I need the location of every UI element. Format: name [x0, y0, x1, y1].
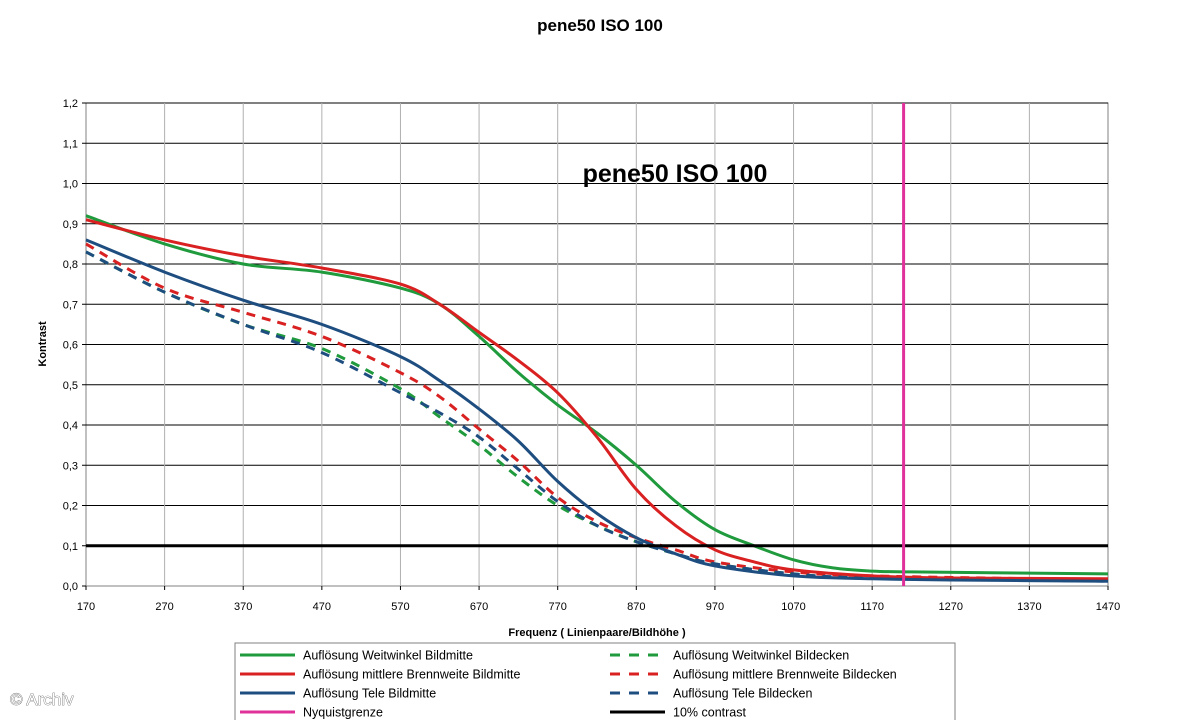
legend: Auflösung Weitwinkel Bildmitte Auflösung … [240, 649, 897, 720]
y-tick-label: 1,1 [63, 138, 78, 150]
x-tick-label: 1270 [939, 601, 963, 613]
y-tick-label: 0,0 [63, 581, 78, 593]
series-line-aufl-sung-mittlere-brennweite-bildecken [85, 242, 1109, 582]
x-tick-label: 170 [77, 601, 95, 613]
legend-box [234, 642, 956, 720]
y-tick-label: 0,5 [63, 380, 78, 392]
legend-label-10-contrast: 10% contrast [673, 706, 746, 720]
y-tick-label: 0,1 [63, 541, 78, 553]
y-axis: 0,0 0,1 0,2 0,3 0,4 0,5 0,6 0,7 0,8 0,9 1,0 1,1 1,2 [63, 98, 86, 593]
x-tick-label: 370 [234, 601, 252, 613]
watermark: © Archiv [10, 690, 74, 709]
legend-label-aufl-sung-mittlere-brennweite-bildmitte: Auflösung mittlere Brennweite Bildmitte [303, 668, 521, 682]
series-line-aufl-sung-tele-bildecken [85, 250, 1109, 583]
series-lines [85, 103, 1109, 586]
x-tick-label: 270 [155, 601, 173, 613]
x-axis: 170 270 370 470 570 670 770 870 970 1070 1170 1270 1… [77, 586, 1120, 613]
y-tick-label: 0,2 [63, 501, 78, 513]
x-tick-label: 770 [549, 601, 567, 613]
inner-title: pene50 ISO 100 [583, 160, 768, 188]
x-tick-label: 1170 [860, 601, 884, 613]
x-tick-label: 1070 [781, 601, 805, 613]
series-line-aufl-sung-mittlere-brennweite-bildmitte [85, 218, 1109, 581]
legend-label-aufl-sung-tele-bildecken: Auflösung Tele Bildecken [673, 687, 812, 701]
x-tick-label: 670 [470, 601, 488, 613]
legend-label-aufl-sung-weitwinkel-bildmitte: Auflösung Weitwinkel Bildmitte [303, 649, 473, 663]
y-tick-label: 0,8 [63, 259, 78, 271]
x-tick-label: 570 [391, 601, 409, 613]
legend-label-nyquistgrenze: Nyquistgrenze [303, 706, 383, 720]
series-line-aufl-sung-tele-bildmitte [85, 238, 1109, 583]
y-axis-label: Kontrast [37, 321, 49, 367]
x-tick-label: 1470 [1096, 601, 1120, 613]
legend-label-aufl-sung-weitwinkel-bildecken: Auflösung Weitwinkel Bildecken [673, 649, 849, 663]
x-axis-label: Frequenz ( Linienpaare/Bildhöhe ) [508, 627, 686, 639]
x-tick-label: 1370 [1017, 601, 1041, 613]
y-tick-label: 1,0 [63, 179, 78, 191]
y-tick-label: 0,7 [63, 299, 78, 311]
series-line-aufl-sung-weitwinkel-bildmitte [85, 214, 1109, 576]
chart-title: pene50 ISO 100 [537, 16, 663, 35]
legend-label-aufl-sung-mittlere-brennweite-bildecken: Auflösung mittlere Brennweite Bildecken [673, 668, 897, 682]
x-tick-label: 970 [706, 601, 724, 613]
y-tick-label: 0,4 [63, 420, 78, 432]
y-tick-label: 0,6 [63, 340, 78, 352]
legend-label-aufl-sung-tele-bildmitte: Auflösung Tele Bildmitte [303, 687, 436, 701]
y-tick-label: 0,9 [63, 219, 78, 231]
y-tick-label: 0,3 [63, 460, 78, 472]
x-tick-label: 470 [313, 601, 331, 613]
y-tick-label: 1,2 [63, 98, 78, 110]
x-tick-label: 870 [627, 601, 645, 613]
